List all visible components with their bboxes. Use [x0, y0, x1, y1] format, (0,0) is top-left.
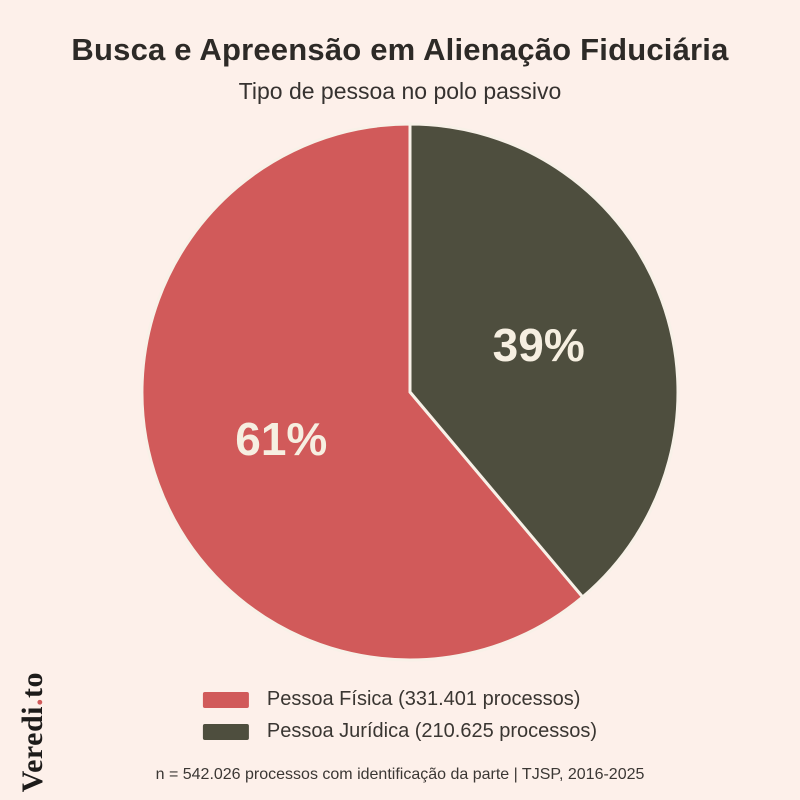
source-note: n = 542.026 processos com identificação …: [155, 766, 645, 783]
legend-swatch: [202, 723, 249, 740]
legend-row: Pessoa Física (331.401 processos): [202, 688, 597, 711]
brand-name-part1: Veredi: [16, 705, 49, 792]
pie-slice-pessoa-juridica[interactable]: [408, 122, 680, 599]
legend-label: Pessoa Jurídica (210.625 processos): [266, 720, 598, 742]
pie-pct-label: 61%: [235, 413, 327, 465]
chart-legend: Pessoa Física (331.401 processos) Pessoa …: [202, 688, 598, 743]
page-title: Busca e Apreensão em Alienação Fiduciári…: [71, 32, 729, 67]
brand-wordmark: Veredi.to: [16, 672, 50, 792]
legend-row: Pessoa Jurídica (210.625 processos): [202, 720, 598, 743]
pie-slice-pessoa-fisica[interactable]: [140, 122, 585, 662]
brand-dot: .: [16, 697, 49, 706]
page-subtitle: Tipo de pessoa no polo passivo: [238, 78, 562, 104]
legend-swatch: [202, 691, 249, 708]
brand-name-part2: to: [16, 671, 49, 698]
legend-label: Pessoa Física (331.401 processos): [266, 688, 581, 710]
pie-pct-label: 39%: [493, 319, 585, 371]
